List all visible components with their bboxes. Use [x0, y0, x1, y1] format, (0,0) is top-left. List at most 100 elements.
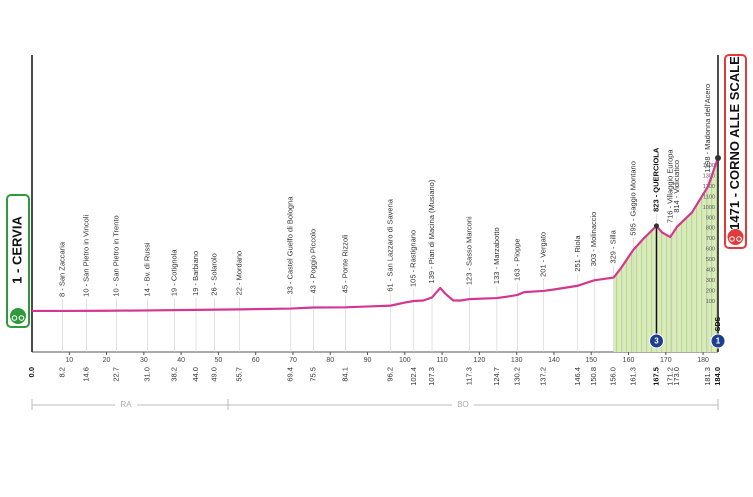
y-tick-label: 600 — [706, 247, 715, 253]
km-label: 150.8 — [589, 367, 598, 386]
x-tick-label: 60 — [252, 357, 260, 364]
x-tick-label: 20 — [103, 357, 111, 364]
waypoint-label: 303 - Molinaccio — [589, 212, 598, 267]
waypoint-label: 14 - Bv. di Russi — [143, 242, 152, 296]
km-label: 130.2 — [512, 367, 521, 386]
region-label: RA — [120, 400, 132, 409]
finish-note: SDS — [715, 316, 722, 331]
finish-label: 1471 - CORNO ALLE SCALE — [727, 56, 742, 230]
waypoint-label: 10 - San Pietro in Trento — [112, 215, 121, 296]
background-layer: 10 20 30 40 50 60 70 80 90 100 110 120 130 140 150 160 1… — [31, 55, 719, 364]
waypoint-label: 19 - Barbiano — [191, 251, 200, 296]
waypoint-label: 823 - QUERCIOLA — [651, 147, 660, 212]
finish-box: 1471 - CORNO ALLE SCALE — [724, 54, 747, 249]
x-tick-label: 180 — [697, 357, 709, 364]
waypoint-label: 139 - Pian di Macina (Musiano) — [427, 179, 436, 283]
x-tick-label: 30 — [140, 357, 148, 364]
km-label: 75.5 — [308, 367, 317, 382]
y-tick-label: 500 — [706, 257, 715, 263]
waypoint-label: 61 - San Lazzaro di Savena — [386, 198, 395, 291]
x-tick-label: 130 — [511, 357, 523, 364]
km-label: 173.0 — [672, 367, 681, 386]
waypoint-label: 43 - Poggio Piccolo — [308, 229, 317, 294]
region-label: BO — [457, 400, 469, 409]
x-tick-label: 100 — [399, 357, 411, 364]
km-label: 55.7 — [235, 367, 244, 382]
y-tick-label: 1000 — [703, 205, 715, 211]
x-tick-label: 150 — [585, 357, 597, 364]
region-brackets — [31, 399, 719, 410]
sprint-badge — [648, 333, 664, 349]
x-tick-label: 160 — [623, 357, 635, 364]
waypoint-label: 251 - Riola — [573, 235, 582, 272]
km-label: 161.3 — [628, 367, 637, 386]
km-label: 156.0 — [609, 367, 618, 386]
x-tick-label: 70 — [289, 357, 297, 364]
waypoint-label: 716 - Villaggio Europa — [665, 149, 674, 223]
y-tick-label: 100 — [706, 299, 715, 305]
profile-line — [32, 157, 720, 313]
finish-badge — [710, 333, 726, 349]
km-label: 117.3 — [464, 367, 473, 385]
foreground-layer: 1002003004005006007008009001000110012001… — [27, 84, 726, 386]
km-label: 8.2 — [58, 367, 67, 377]
y-tick-label: 900 — [706, 215, 715, 221]
km-label: 171.2 — [665, 367, 674, 386]
km-label: 0.0 — [27, 367, 36, 377]
km-label: 124.7 — [492, 367, 501, 386]
waypoint-label: 201 - Vergato — [539, 232, 548, 277]
km-label: 146.4 — [573, 367, 582, 386]
y-tick-label: 700 — [706, 236, 715, 242]
x-tick-label: 10 — [65, 357, 73, 364]
km-label: 167.5 — [651, 367, 660, 386]
waypoint-label: 8 - San Zaccaria — [58, 241, 67, 297]
km-label: 49.0 — [210, 367, 219, 382]
x-tick-label: 140 — [548, 357, 560, 364]
waypoint-label: 595 - Gaggio Montano — [628, 161, 637, 236]
sprint-point — [653, 223, 659, 229]
y-tick-label: 1400 — [703, 163, 715, 169]
y-tick-label: 1100 — [703, 194, 715, 200]
waypoint-label: 45 - Ponte Rizzoli — [341, 234, 350, 293]
km-label: 137.2 — [539, 367, 548, 386]
start-box: 1 - CERVIA — [6, 194, 30, 328]
y-tick-label: 1300 — [703, 173, 715, 179]
waypoint-label: 33 - Castel Guelfo di Bologna — [286, 196, 295, 295]
waypoint-label: 814 - Vidiciatico — [672, 160, 681, 213]
km-label: 44.0 — [191, 367, 200, 382]
y-tick-label: 200 — [706, 289, 715, 295]
km-label: 38.2 — [169, 367, 178, 382]
waypoint-label: 19 - Cotignola — [169, 249, 178, 297]
finish-badge-label: 1 — [716, 337, 721, 346]
waypoint-label: 329 - Silla — [609, 229, 618, 263]
km-label: 31.0 — [143, 367, 152, 382]
waypoint-label: 163 - Pioppe — [512, 238, 521, 281]
km-label: 181.3 — [703, 367, 712, 386]
waypoint-label: 26 - Solarolo — [210, 253, 219, 296]
km-label: 184.0 — [713, 367, 722, 386]
x-tick-label: 110 — [437, 357, 448, 364]
km-label: 22.7 — [112, 367, 121, 382]
start-label: 1 - CERVIA — [9, 216, 24, 284]
finish-point — [715, 155, 721, 162]
waypoint-label: 105 - Rastignano — [409, 230, 418, 287]
km-label: 69.4 — [286, 367, 295, 382]
sprint-badge-label: 3 — [654, 337, 659, 346]
waypoint-label: 10 - San Pietro in Vincoli — [81, 215, 90, 297]
waypoint-label: 123 - Sasso Marconi — [464, 216, 473, 285]
km-label: 107.3 — [427, 367, 436, 386]
waypoint-label: 1198 - Madonna dell'Acero — [703, 84, 712, 173]
x-tick-label: 120 — [474, 357, 486, 364]
x-tick-label: 80 — [326, 357, 334, 364]
y-tick-label: 400 — [706, 268, 715, 274]
x-tick-label: 50 — [215, 357, 223, 364]
km-label: 84.1 — [341, 367, 350, 382]
waypoint-label: 133 - Marzabotto — [492, 227, 501, 284]
x-tick-label: 40 — [177, 357, 185, 364]
x-tick-label: 170 — [660, 357, 672, 364]
km-label: 14.6 — [81, 367, 90, 382]
y-tick-label: 800 — [706, 226, 715, 232]
km-label: 102.4 — [409, 367, 418, 386]
x-tick-label: 90 — [364, 357, 372, 364]
